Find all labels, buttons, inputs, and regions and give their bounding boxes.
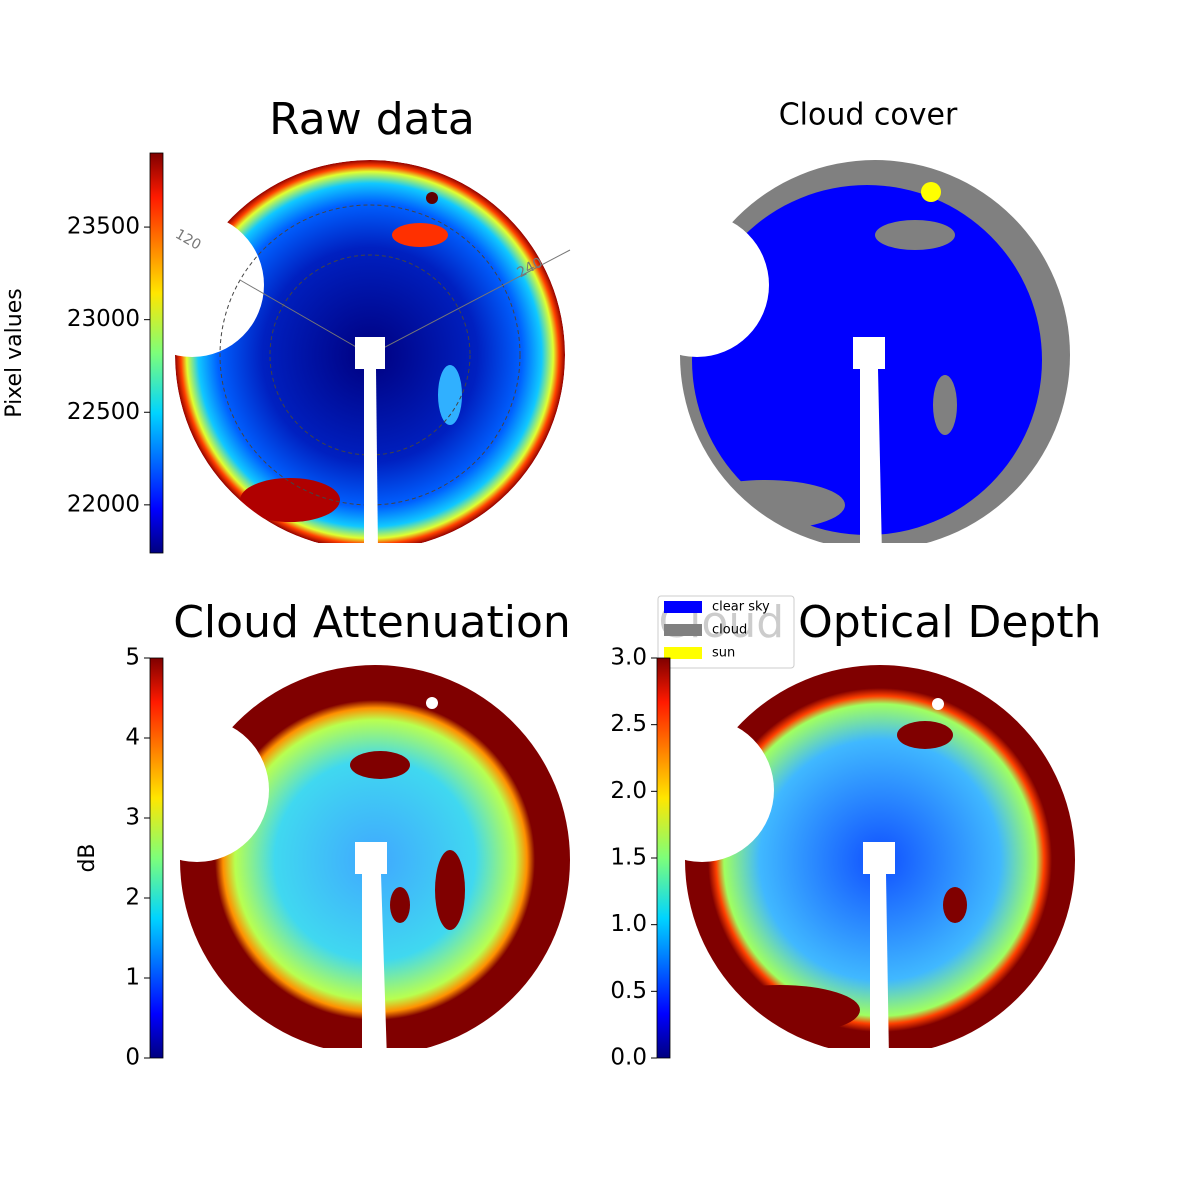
- colorbar: [149, 657, 164, 1059]
- legend-label: cloud: [712, 623, 747, 638]
- tick-label: 3: [125, 805, 140, 831]
- tick-label: 2: [125, 885, 140, 911]
- sky-image: [175, 160, 571, 552]
- tick-label: 23500: [67, 214, 140, 240]
- tick-label: 2.0: [610, 778, 647, 804]
- legend-label: clear sky: [712, 600, 770, 615]
- legend-swatch: [664, 624, 702, 636]
- colorbar: [656, 657, 671, 1059]
- legend-label: sun: [712, 646, 735, 661]
- tick-label: 22000: [67, 491, 140, 517]
- legend-swatch: [664, 647, 702, 659]
- colorbars: 22000 22500 23000 23500 0 1 2 3 4 5 0.0 0.5 1.0 1.5 2.…: [67, 152, 671, 1071]
- tick-label: 1.5: [610, 845, 647, 871]
- tick-label: 0.5: [610, 978, 647, 1004]
- colorbar-label: dB: [75, 843, 100, 872]
- tick-label: 0.0: [610, 1045, 647, 1071]
- tick-label: 22500: [67, 399, 140, 425]
- tick-label: 3.0: [610, 645, 647, 671]
- panel-title: Raw data: [269, 94, 475, 145]
- attenuation-image: [175, 660, 575, 1060]
- legend-swatch: [664, 601, 702, 613]
- panel-title: Cloud Attenuation: [173, 597, 571, 648]
- colorbar-label: Pixel values: [2, 288, 27, 417]
- colorbar: [149, 152, 164, 554]
- panel-title: Cloud cover: [779, 98, 958, 133]
- tick-label: 5: [125, 645, 140, 671]
- tick-label: 4: [125, 725, 140, 751]
- tick-label: 1: [125, 965, 140, 991]
- tick-label: 2.5: [610, 711, 647, 737]
- cloud-mask: [677, 157, 1073, 555]
- azimuth-label: 120: [172, 226, 203, 253]
- tick-label: 1.0: [610, 911, 647, 937]
- optical-depth-image: [680, 660, 1080, 1060]
- tick-label: 0: [125, 1045, 140, 1071]
- tick-label: 23000: [67, 306, 140, 332]
- legend-entries: clear sky cloud sun: [664, 600, 770, 661]
